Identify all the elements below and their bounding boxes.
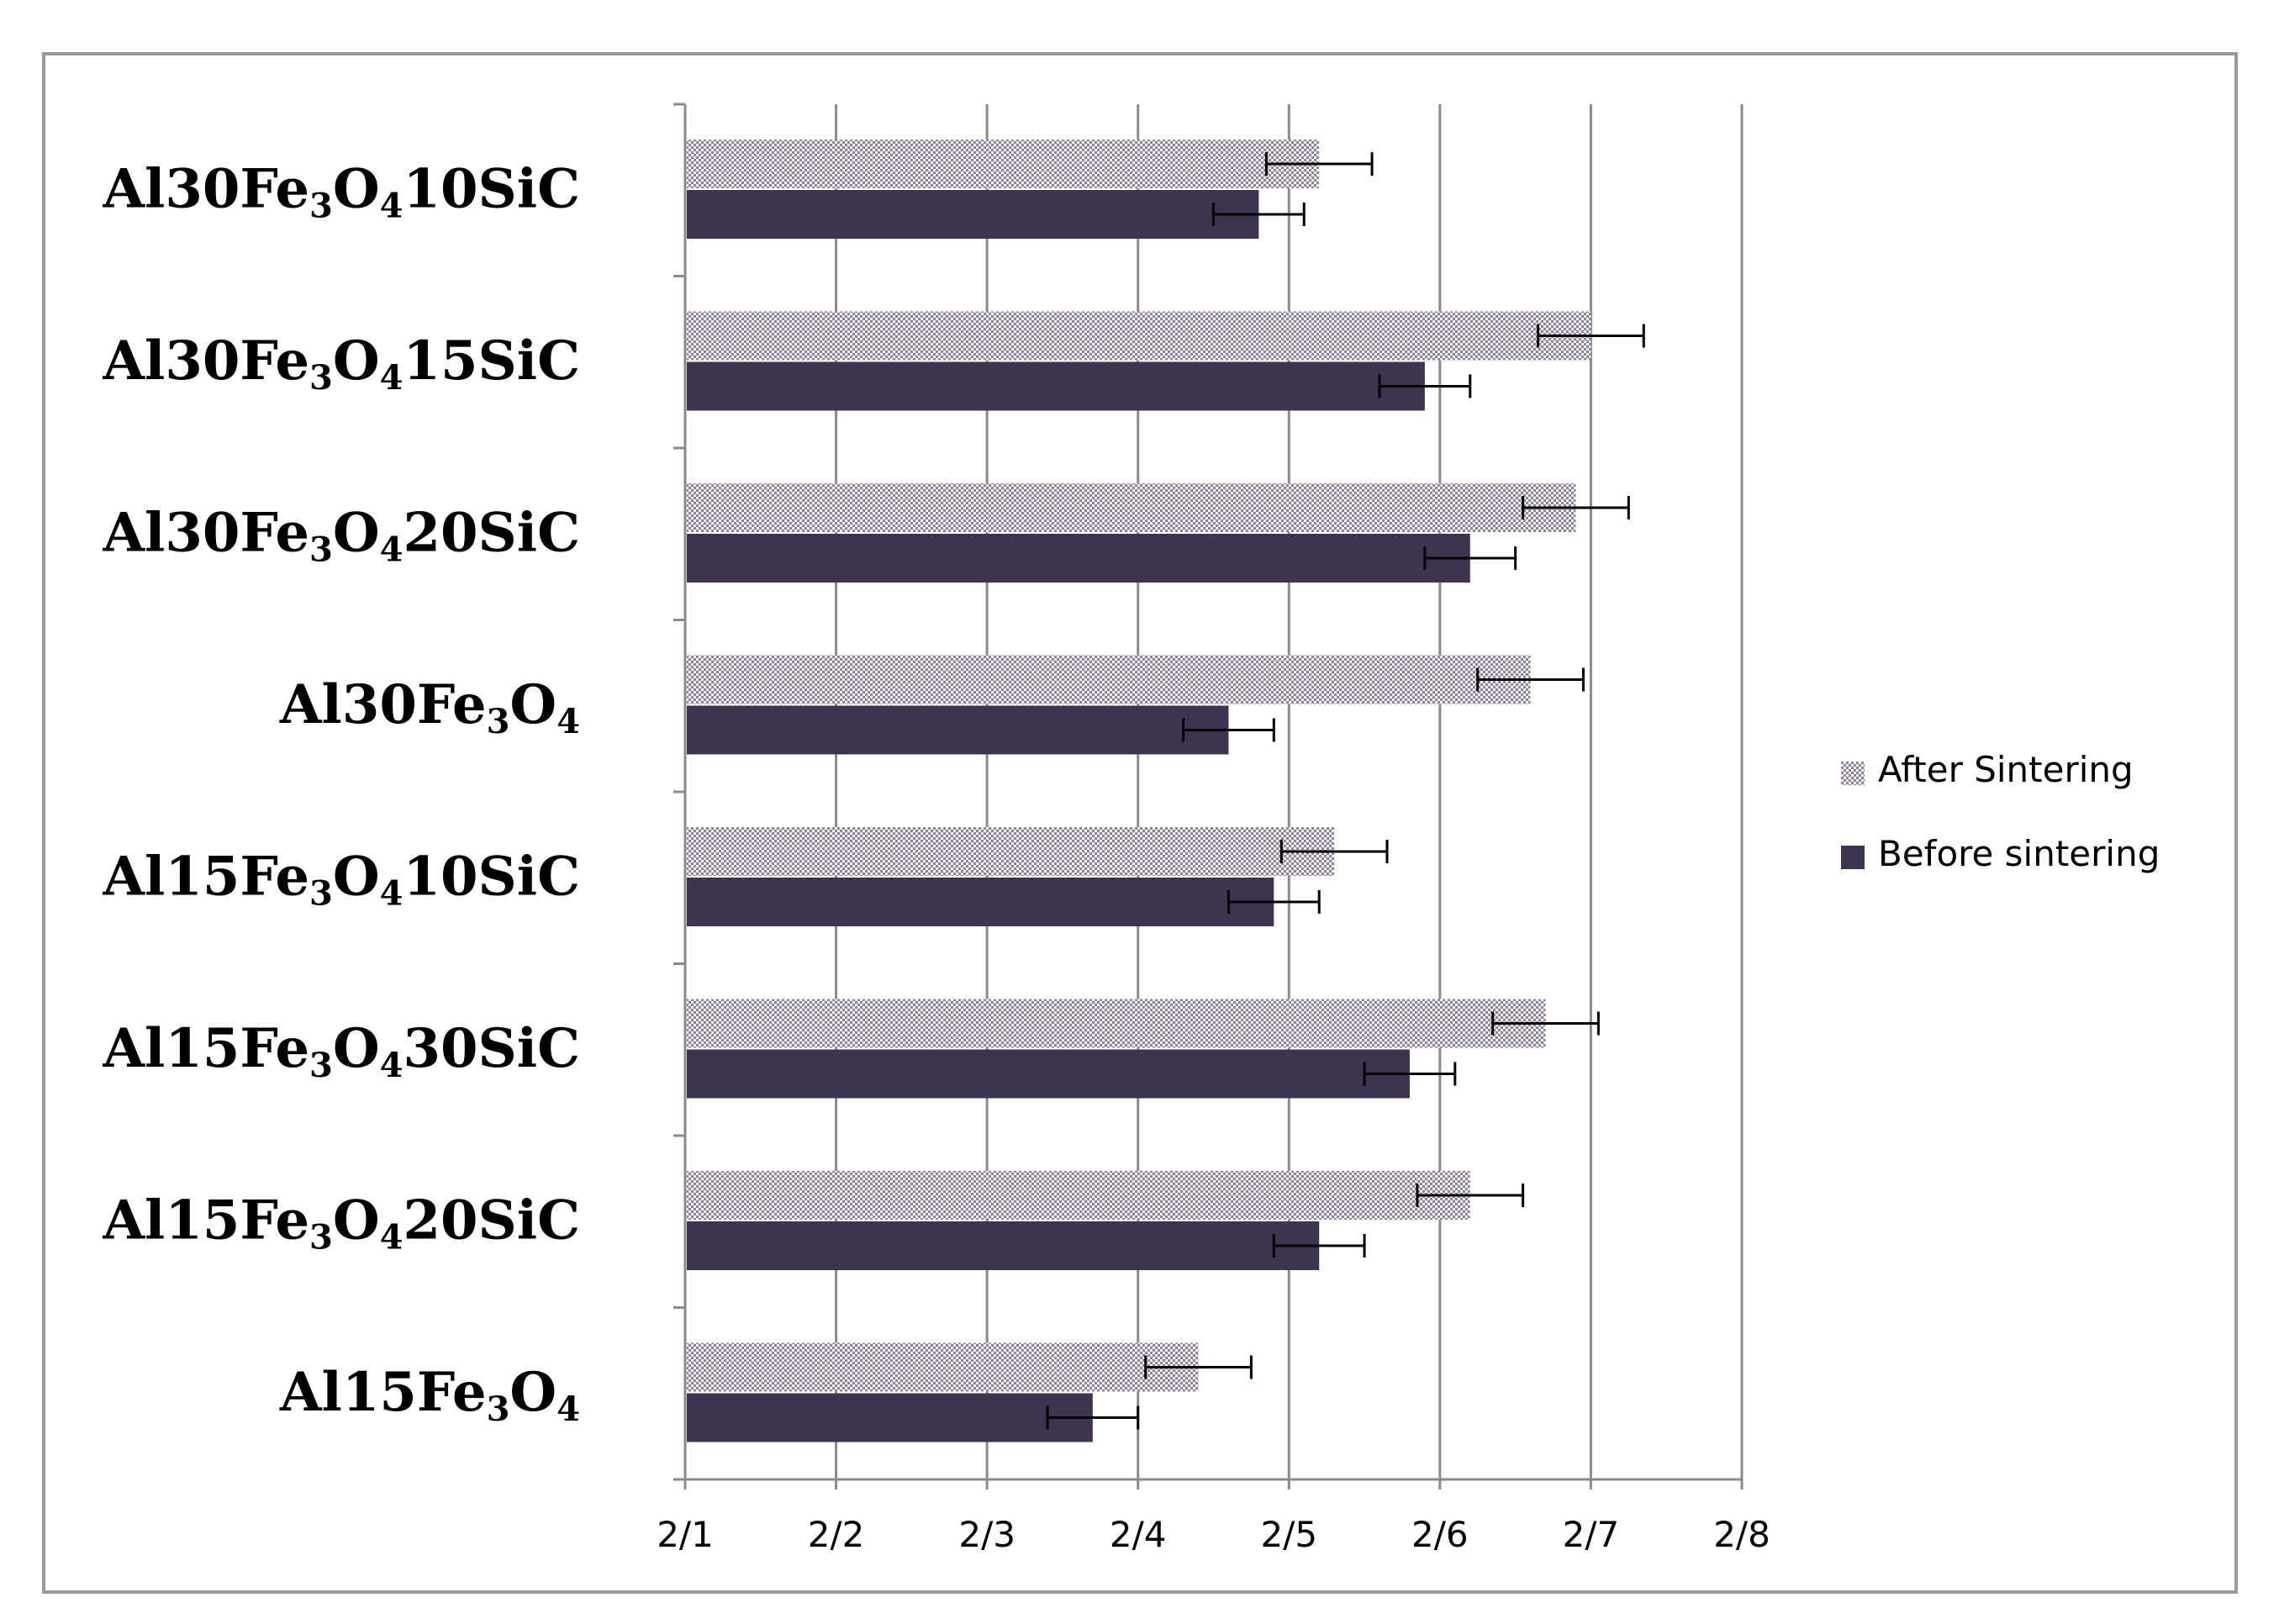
category-label: Al30Fe3O4 xyxy=(279,673,580,741)
bar-after-5 xyxy=(687,999,1546,1048)
bar-after-1 xyxy=(687,311,1591,361)
bar-before-2 xyxy=(687,534,1470,583)
bar-before-1 xyxy=(687,361,1425,411)
bar-before-5 xyxy=(687,1049,1410,1099)
legend-swatch-0 xyxy=(1841,762,1865,785)
x-tick-label: 2/8 xyxy=(1713,1514,1770,1555)
bar-before-4 xyxy=(687,878,1274,926)
x-tick-label: 2/1 xyxy=(657,1514,714,1555)
category-label: Al15Fe3O430SiC xyxy=(102,1017,580,1085)
x-tick-label: 2/3 xyxy=(958,1514,1016,1555)
bar-after-7 xyxy=(687,1342,1199,1392)
bar-before-3 xyxy=(687,705,1229,755)
legend-swatch-1 xyxy=(1841,846,1865,869)
bars xyxy=(687,140,1591,1442)
category-label: Al30Fe3O410SiC xyxy=(102,157,580,225)
chart-border xyxy=(42,52,2238,1594)
x-tick-label: 2/5 xyxy=(1260,1514,1317,1555)
x-tick-label: 2/2 xyxy=(808,1514,865,1555)
category-label: Al15Fe3O410SiC xyxy=(102,845,580,913)
bar-after-2 xyxy=(687,483,1576,532)
bar-after-0 xyxy=(687,140,1320,188)
x-tick-label: 2/4 xyxy=(1110,1514,1167,1555)
x-tick-labels: 2/1 2/2 2/3 2/4 2/5 2/6 2/7 2/8 xyxy=(657,1514,1770,1555)
axes xyxy=(673,103,1744,1490)
legend-label-0: After Sintering xyxy=(1878,749,2134,790)
bar-after-6 xyxy=(687,1171,1470,1220)
bar-after-3 xyxy=(687,655,1531,704)
bar-before-6 xyxy=(687,1221,1320,1270)
error-bars xyxy=(1046,152,1645,1430)
legend: After Sintering Before sintering xyxy=(1841,749,2160,874)
category-labels: Al30Fe3O410SiC Al30Fe3O415SiC Al30Fe3O420S… xyxy=(102,157,580,1429)
legend-label-1: Before sintering xyxy=(1878,833,2160,874)
bar-before-7 xyxy=(687,1393,1093,1442)
x-tick-label: 2/6 xyxy=(1411,1514,1469,1555)
category-label: Al15Fe3O420SiC xyxy=(102,1189,580,1257)
bar-before-0 xyxy=(687,190,1259,239)
category-label: Al30Fe3O415SiC xyxy=(102,330,580,398)
category-label: Al15Fe3O4 xyxy=(279,1361,580,1429)
x-tick-label: 2/7 xyxy=(1563,1514,1620,1555)
category-label: Al30Fe3O420SiC xyxy=(102,501,580,569)
bar-after-4 xyxy=(687,827,1335,876)
